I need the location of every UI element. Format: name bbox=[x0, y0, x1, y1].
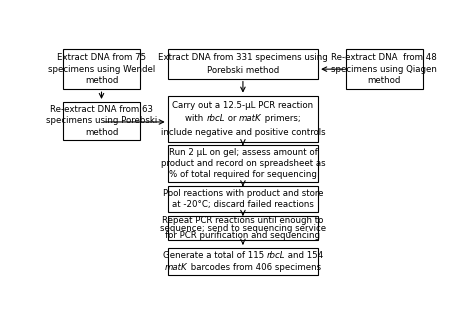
Text: with: with bbox=[185, 114, 206, 123]
Text: Pool reactions with product and store: Pool reactions with product and store bbox=[163, 189, 323, 198]
Text: and 154: and 154 bbox=[285, 251, 323, 260]
Text: for PCR purification and sequencing: for PCR purification and sequencing bbox=[165, 231, 320, 240]
Bar bbox=[168, 216, 318, 240]
Text: Re-extract DNA  from 48: Re-extract DNA from 48 bbox=[331, 53, 437, 62]
Text: specimens using Wendel: specimens using Wendel bbox=[48, 65, 155, 74]
Text: sequence; send to sequencing service: sequence; send to sequencing service bbox=[160, 224, 326, 233]
Text: % of total required for sequencing: % of total required for sequencing bbox=[169, 170, 317, 179]
Text: rbcL: rbcL bbox=[266, 251, 285, 260]
Bar bbox=[168, 187, 318, 212]
Text: barcodes from 406 specimens: barcodes from 406 specimens bbox=[188, 263, 321, 272]
Bar bbox=[63, 102, 140, 140]
Text: Extract DNA from 75: Extract DNA from 75 bbox=[57, 53, 146, 62]
Text: method: method bbox=[85, 76, 118, 85]
Text: include negative and positive controls: include negative and positive controls bbox=[161, 128, 325, 137]
Text: primers;: primers; bbox=[262, 114, 301, 123]
Text: Extract DNA from 331 specimens using: Extract DNA from 331 specimens using bbox=[158, 53, 328, 62]
Text: or: or bbox=[225, 114, 239, 123]
Text: method: method bbox=[85, 127, 118, 137]
Text: Porebski method: Porebski method bbox=[207, 65, 279, 74]
Text: matK: matK bbox=[165, 263, 188, 272]
Text: Carry out a 12.5-μL PCR reaction: Carry out a 12.5-μL PCR reaction bbox=[173, 100, 313, 110]
Bar bbox=[346, 49, 423, 89]
Text: specimens using Porebski: specimens using Porebski bbox=[46, 117, 157, 126]
Text: Repeat PCR reactions until enough to: Repeat PCR reactions until enough to bbox=[162, 216, 324, 225]
Text: rbcL: rbcL bbox=[206, 114, 225, 123]
Bar bbox=[63, 49, 140, 89]
Text: Run 2 μL on gel; assess amount of: Run 2 μL on gel; assess amount of bbox=[169, 148, 317, 157]
Text: specimens using Qiagen: specimens using Qiagen bbox=[331, 65, 438, 74]
Bar bbox=[168, 145, 318, 182]
Bar bbox=[168, 96, 318, 142]
Bar bbox=[168, 248, 318, 275]
Text: matK: matK bbox=[239, 114, 262, 123]
Text: at -20°C; discard failed reactions: at -20°C; discard failed reactions bbox=[172, 200, 314, 209]
Text: Generate a total of 115: Generate a total of 115 bbox=[163, 251, 266, 260]
Text: method: method bbox=[368, 76, 401, 85]
Bar bbox=[168, 49, 318, 79]
Text: Re-extract DNA from 63: Re-extract DNA from 63 bbox=[50, 105, 153, 114]
Text: product and record on spreadsheet as: product and record on spreadsheet as bbox=[161, 159, 325, 168]
